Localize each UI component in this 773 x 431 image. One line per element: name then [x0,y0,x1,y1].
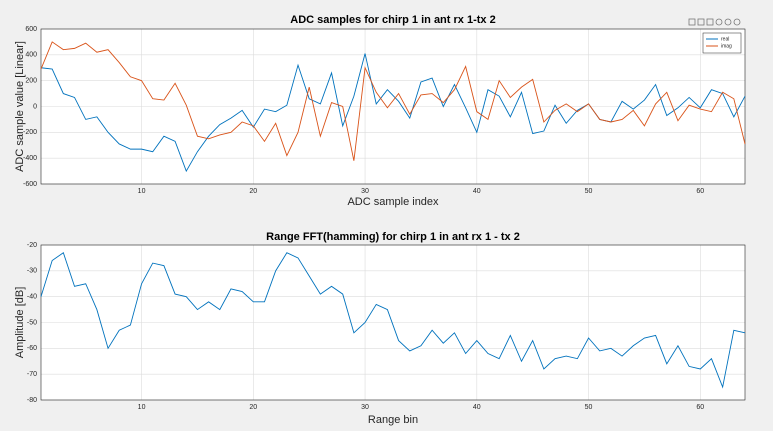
y-tick-label: -60 [27,345,37,352]
data-line [40,252,746,389]
x-tick-label: 20 [249,188,257,195]
y-axis-label: Amplitude [dB] [14,287,26,359]
toolbar-button[interactable] [706,18,714,26]
y-tick-label: -20 [27,242,37,249]
y-tick-label: -70 [27,371,37,378]
y-tick-label: -50 [27,319,37,326]
data-line [40,41,746,161]
toolbar-button[interactable] [715,18,723,26]
y-tick-label: 400 [25,52,37,59]
x-tick-label: 40 [473,404,481,411]
legend-box [702,32,742,54]
x-tick-label: 10 [138,404,146,411]
y-tick-label: 0 [33,103,37,110]
x-tick-label: 20 [249,404,257,411]
chart-title: ADC samples for chirp 1 in ant rx 1-tx 2 [290,14,495,26]
y-tick-label: -400 [23,155,37,162]
y-tick-label: 600 [25,26,37,33]
toolbar-button[interactable] [724,18,732,26]
legend-label: real [721,36,729,42]
y-axis-label: ADC sample value [Linear] [14,41,26,172]
x-tick-label: 30 [361,404,369,411]
toolbar-button[interactable] [697,18,705,26]
y-tick-label: -200 [23,129,37,136]
x-tick-label: 50 [585,404,593,411]
x-tick-label: 40 [473,188,481,195]
data-line [40,53,746,173]
axes-frame [40,244,746,401]
axes-frame [40,28,746,185]
x-axis-label: Range bin [368,414,418,426]
x-tick-label: 30 [361,188,369,195]
y-tick-label: -80 [27,397,37,404]
x-tick-label: 60 [696,188,704,195]
x-tick-label: 60 [696,404,704,411]
axes-toolbar[interactable] [688,18,741,26]
x-axis-label: ADC sample index [347,196,439,208]
y-tick-label: -600 [23,181,37,188]
chart-title: Range FFT(hamming) for chirp 1 in ant rx… [266,231,520,243]
y-tick-label: 200 [25,78,37,85]
legend-label: imag [721,43,732,49]
toolbar-button[interactable] [733,18,741,26]
x-tick-label: 10 [138,188,146,195]
x-tick-label: 50 [585,188,593,195]
toolbar-button[interactable] [688,18,696,26]
y-tick-label: -30 [27,268,37,275]
y-tick-label: -40 [27,294,37,301]
